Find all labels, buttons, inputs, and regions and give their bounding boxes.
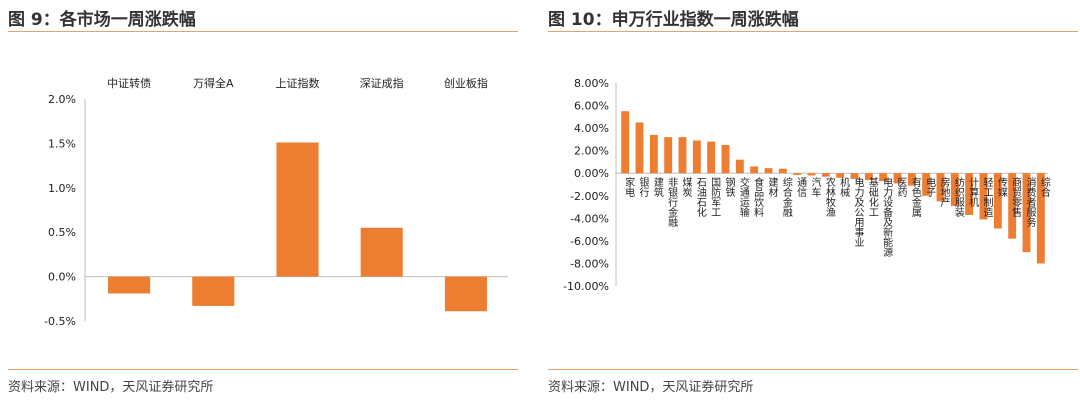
category-label: 万得全A <box>193 76 234 90</box>
bar <box>621 111 630 174</box>
category-label: 消费者服务 <box>1024 176 1036 228</box>
category-label: 国防军工 <box>709 177 721 217</box>
left-chart-title: 图 9：各市场一周涨跌幅 <box>8 10 196 30</box>
bar <box>649 134 658 174</box>
category-label: 石油石化 <box>694 177 706 217</box>
bar <box>893 173 902 184</box>
bar <box>721 145 730 174</box>
bar <box>965 173 974 215</box>
bar <box>879 173 888 182</box>
bar <box>707 141 716 174</box>
category-label: 中证转债 <box>107 76 151 90</box>
bar <box>108 276 151 294</box>
y-tick-label: 2.00% <box>574 145 609 158</box>
bar <box>750 166 759 174</box>
bar <box>764 168 773 174</box>
category-label: 建材 <box>766 176 778 197</box>
category-label: 深证成指 <box>360 76 404 90</box>
category-label: 综合金融 <box>780 176 792 218</box>
category-label: 商贸零售 <box>1010 176 1022 218</box>
bar <box>692 140 701 174</box>
left-source-rule <box>8 369 518 370</box>
right-bar-chart: 8.00% 6.00% 4.00% 2.00% 0.00% -2.00% -4.00% -6.… <box>563 77 1050 293</box>
y-tick-label: 2.0% <box>48 93 76 106</box>
right-panel: 图 10：申万行业指数一周涨跌幅 8.00% 6.00% 4.00% 2.00% 0.0… <box>548 0 1078 404</box>
bar <box>664 137 673 174</box>
bar <box>444 276 487 312</box>
bar <box>678 137 687 174</box>
category-label: 建筑 <box>651 176 663 197</box>
bar <box>950 173 959 206</box>
category-label: 钢铁 <box>723 176 735 198</box>
left-source-note: 资料来源：WIND，天风证券研究所 <box>8 380 214 395</box>
y-tick-label: 0.00% <box>574 167 609 180</box>
bar <box>793 173 802 175</box>
bar <box>821 173 830 177</box>
right-source-rule <box>548 369 1078 370</box>
right-chart-title: 图 10：申万行业指数一周涨跌幅 <box>548 10 799 30</box>
category-label: 基础化工 <box>866 176 878 217</box>
category-label: 电子 <box>924 176 936 197</box>
category-label: 传媒 <box>995 177 1007 198</box>
category-label: 汽车 <box>809 176 821 198</box>
y-tick-label: -4.00% <box>570 212 609 225</box>
bar <box>907 173 916 186</box>
bar <box>936 173 945 202</box>
bar <box>1036 173 1045 264</box>
bar <box>276 142 319 277</box>
y-tick-label: 4.00% <box>574 122 609 135</box>
category-label: 煤炭 <box>680 176 692 198</box>
y-tick-label: -8.00% <box>570 257 609 270</box>
bar <box>360 227 403 277</box>
category-label: 交通运输 <box>737 176 749 218</box>
category-label: 银行 <box>637 176 649 198</box>
bar <box>735 159 744 174</box>
right-title-rule <box>548 31 1078 32</box>
y-tick-label: 0.5% <box>48 226 76 239</box>
bar <box>192 276 235 306</box>
category-label: 计算机 <box>967 176 979 208</box>
category-label: 房地产 <box>938 176 950 208</box>
bar <box>864 173 873 180</box>
bar <box>1022 173 1031 253</box>
bar <box>993 173 1002 229</box>
category-label: 纺织服装 <box>952 176 964 218</box>
category-label: 综合 <box>1038 176 1050 198</box>
bar <box>778 168 787 174</box>
category-label: 有色金属 <box>909 176 921 218</box>
y-tick-label: 8.00% <box>574 77 609 90</box>
y-tick-label: 0.0% <box>48 271 76 284</box>
category-label: 上证指数 <box>276 76 320 90</box>
left-bar-chart: 2.0% 1.5% 1.0% 0.5% 0.0% -0.5% 中证转债 万得全A 上证指数 深证成… <box>44 76 508 328</box>
bar <box>922 173 931 196</box>
category-label: 机械 <box>838 176 850 198</box>
category-label: 电力设备及新能源 <box>881 176 893 258</box>
y-tick-label: 1.0% <box>48 182 76 195</box>
y-tick-label: -6.00% <box>570 235 609 248</box>
category-label: 农林牧渔 <box>823 176 835 218</box>
bar <box>850 173 859 179</box>
category-label: 食品饮料 <box>752 176 764 218</box>
category-label: 家电 <box>623 176 635 197</box>
bar <box>836 173 845 178</box>
y-tick-label: -0.5% <box>44 315 76 328</box>
category-label: 电力及公用事业 <box>852 176 864 247</box>
right-source-note: 资料来源：WIND，天风证券研究所 <box>548 380 754 395</box>
y-tick-label: 1.5% <box>48 137 76 150</box>
bar <box>635 122 644 174</box>
category-label: 非银行金融 <box>666 177 678 228</box>
category-label: 医药 <box>895 177 907 198</box>
category-label: 创业板指 <box>444 76 488 90</box>
left-title-rule <box>8 31 518 32</box>
y-tick-label: -10.00% <box>563 280 609 293</box>
y-tick-label: -2.00% <box>570 190 609 203</box>
bar <box>979 173 988 220</box>
category-label: 通信 <box>795 177 807 198</box>
category-label: 轻工制造 <box>981 176 993 217</box>
bar <box>807 173 816 176</box>
y-tick-label: 6.00% <box>574 100 609 113</box>
left-panel: 图 9：各市场一周涨跌幅 2.0% 1.5% 1.0% 0.5% 0.0% -0.5% 中证… <box>8 0 518 404</box>
bar <box>1008 173 1017 239</box>
